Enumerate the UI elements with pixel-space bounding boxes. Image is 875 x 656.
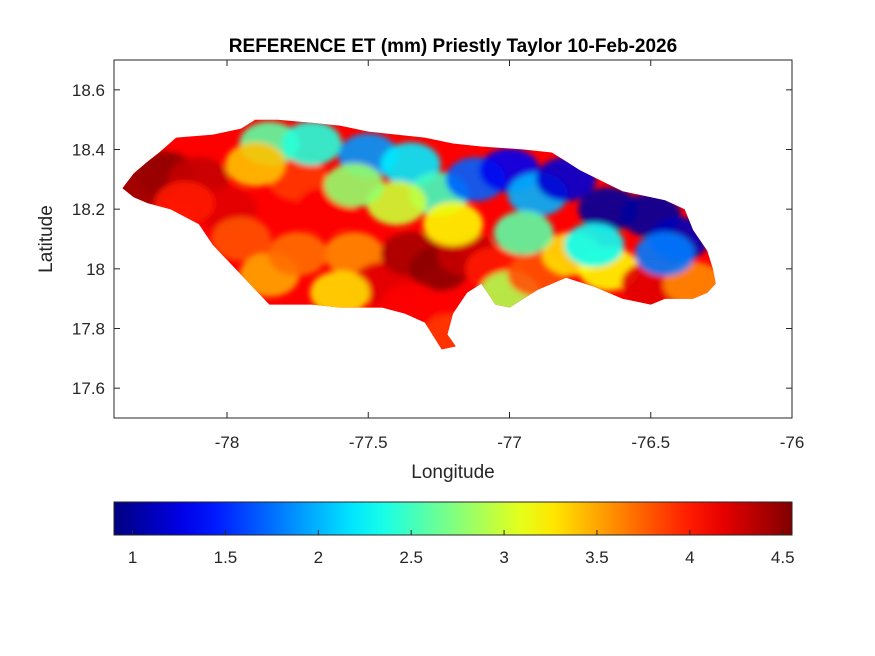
plot-border — [113, 59, 793, 419]
x-tick-label: -76 — [780, 433, 805, 452]
colorbar-tick-label: 1 — [128, 548, 137, 567]
y-tick-label: 18.6 — [72, 81, 105, 100]
et-field-cell — [211, 217, 272, 261]
colorbar-tick-label: 2.5 — [399, 548, 423, 567]
colorbar — [113, 501, 793, 536]
x-tick-label: -77.5 — [349, 433, 388, 452]
et-field-cell — [310, 270, 370, 315]
y-tick-label: 17.8 — [72, 320, 105, 339]
et-field-cell — [493, 211, 554, 255]
y-tick-label: 17.6 — [72, 379, 105, 398]
colorbar-ticks: 1 1.5 2 2.5 3 3.5 4 4.5 — [128, 530, 795, 567]
y-axis-label: Latitude — [36, 205, 57, 273]
et-field-cell — [225, 142, 286, 187]
y-axis-ticks: 17.6 17.8 18 18.2 18.4 18.6 — [72, 81, 792, 398]
et-field-cell — [281, 121, 342, 166]
colorbar-tick-label: 4 — [685, 548, 694, 567]
et-field-cell — [324, 163, 385, 208]
colorbar-tick-label: 3 — [499, 548, 508, 567]
colorbar-tick-label: 2 — [314, 548, 323, 567]
x-tick-label: -76.5 — [631, 433, 670, 452]
colorbar-tick-label: 1.5 — [214, 548, 238, 567]
colorbar-tick-label: 3.5 — [585, 548, 609, 567]
x-axis-ticks: -78 -77.5 -77 -76.5 -76 — [215, 60, 805, 452]
y-tick-label: 18 — [86, 260, 105, 279]
x-tick-label: -77 — [497, 433, 522, 452]
y-tick-label: 18.4 — [72, 141, 105, 160]
x-tick-label: -78 — [215, 433, 240, 452]
x-axis-label: Longitude — [411, 462, 494, 483]
et-field-cell — [267, 231, 328, 276]
et-field-cell — [423, 202, 483, 247]
et-field-cell — [634, 231, 695, 276]
chart-title: REFERENCE ET (mm) Priestly Taylor 10-Feb… — [229, 36, 677, 57]
y-tick-label: 18.2 — [72, 200, 105, 219]
et-field-cell — [564, 223, 625, 267]
colorbar-tick-label: 4.5 — [771, 548, 795, 567]
